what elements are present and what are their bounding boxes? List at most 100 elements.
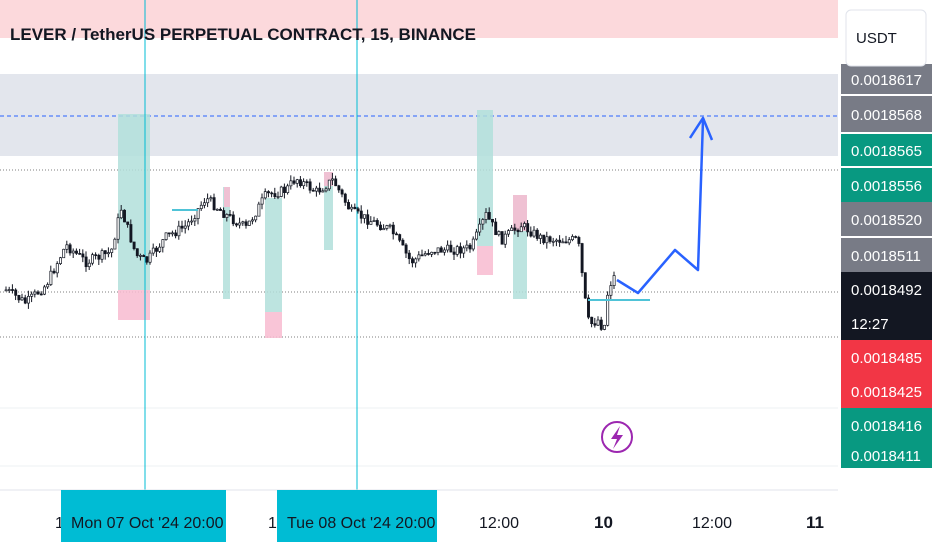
candle-body: [487, 212, 491, 220]
candle-body: [142, 255, 146, 258]
price-label-bg: [841, 134, 932, 166]
candle-body: [519, 226, 523, 233]
candle-body: [68, 244, 72, 254]
candle-body: [177, 225, 181, 237]
price-label: 0.0018520: [851, 212, 922, 229]
candle-body: [260, 197, 264, 205]
candle-body: [436, 247, 440, 253]
candle-body: [318, 187, 322, 193]
candle-body: [222, 210, 226, 218]
candle-body: [30, 293, 34, 297]
candle-body: [363, 214, 366, 219]
candle-body: [580, 243, 584, 274]
overlay-layer: [172, 116, 714, 453]
candle-body: [366, 214, 370, 225]
candle-body: [449, 244, 453, 253]
green-box: [223, 187, 230, 299]
candle-body: [219, 208, 222, 211]
candle-body: [270, 192, 274, 195]
price-label-bg: [841, 470, 932, 494]
candle-body: [353, 206, 357, 210]
candle-body: [321, 190, 325, 193]
background-layer: [0, 0, 838, 490]
candle-body: [27, 295, 30, 304]
candle-body: [593, 323, 597, 326]
candle-body: [555, 239, 558, 242]
currency-button[interactable]: USDT: [845, 9, 927, 67]
candle-body: [196, 208, 200, 219]
candle-body: [97, 254, 101, 260]
candle-body: [433, 251, 437, 254]
candle-body: [356, 208, 360, 212]
candle-body: [340, 189, 344, 195]
candle-body: [14, 289, 18, 296]
candle-body: [155, 247, 158, 252]
candle-body: [148, 252, 152, 263]
candle-body: [244, 221, 248, 226]
candle-body: [350, 206, 354, 210]
candle-body: [295, 179, 299, 184]
candle-body: [305, 181, 309, 184]
candle-body: [507, 230, 510, 235]
candle-body: [334, 178, 338, 187]
candle-body: [372, 220, 376, 222]
candle-body: [571, 236, 574, 241]
price-label-bg: [841, 202, 932, 236]
candle-body: [193, 218, 197, 222]
candle-body: [187, 221, 190, 227]
candle-body: [33, 291, 37, 295]
candle-body: [577, 237, 581, 244]
candle-body: [110, 248, 114, 253]
red-box: [477, 246, 493, 275]
candle-body: [603, 324, 606, 330]
candle-body: [116, 217, 120, 240]
candle-body: [292, 180, 296, 184]
candle-body: [452, 251, 456, 255]
price-label: 0.0018416: [851, 418, 922, 435]
candle-body: [423, 253, 427, 256]
candle-body: [203, 202, 206, 206]
candle-body: [427, 253, 430, 255]
candle-body: [478, 223, 482, 233]
candle-body: [228, 214, 232, 216]
price-label: 0.0018568: [851, 107, 922, 124]
candle-body: [123, 209, 126, 223]
candle-body: [516, 229, 520, 233]
candle-body: [609, 285, 613, 296]
date-label-bg: [277, 490, 437, 542]
candle-body: [497, 231, 501, 236]
candle-body: [171, 232, 174, 235]
candle-body: [523, 223, 526, 228]
candle-body: [542, 234, 546, 244]
time-tick: 12:00: [692, 515, 732, 532]
candle-body: [315, 187, 318, 192]
candle-body: [7, 289, 11, 291]
candle-body: [395, 233, 398, 236]
candle-body: [254, 215, 258, 221]
candle-body: [417, 254, 421, 260]
candle-body: [564, 241, 568, 244]
candle-body: [484, 212, 488, 220]
candle-body: [94, 254, 98, 257]
candle-body: [206, 198, 210, 204]
lightning-bolt-icon: [611, 426, 623, 449]
candle-body: [11, 289, 14, 291]
candle-body: [174, 232, 178, 237]
candle-body: [599, 319, 603, 330]
candle-body: [215, 208, 219, 211]
candle-body: [468, 244, 472, 250]
candle-body: [84, 256, 88, 268]
candle-body: [587, 297, 590, 318]
candle-body: [279, 186, 283, 197]
candle-body: [71, 250, 75, 254]
candle-body: [500, 231, 504, 245]
candle-body: [471, 238, 475, 250]
candle-body: [526, 223, 530, 233]
green-box: [265, 198, 282, 312]
candle-body: [475, 231, 478, 240]
candle-body: [558, 239, 562, 243]
candle-body: [75, 250, 78, 254]
candle-body: [551, 240, 555, 243]
